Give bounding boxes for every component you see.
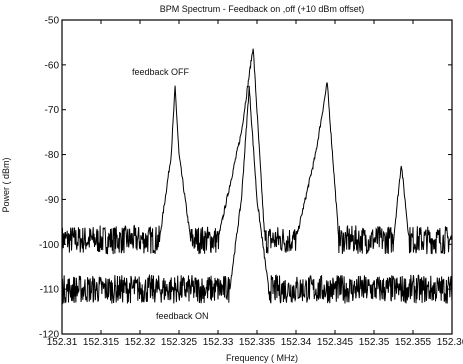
y-tick-label: -60 xyxy=(45,60,60,71)
x-tick-label: 152.32 xyxy=(125,337,156,348)
annotation-feedback-on: feedback ON xyxy=(156,311,209,321)
x-tick-label: 152.325 xyxy=(161,337,198,348)
y-tick-label: -50 xyxy=(45,16,60,27)
x-tick-label: 152.345 xyxy=(317,337,354,348)
x-tick-label: 152.355 xyxy=(395,337,432,348)
y-tick-label: -90 xyxy=(45,195,60,206)
chart-title: BPM Spectrum - Feedback on ,off (+10 dBm… xyxy=(160,4,365,14)
y-tick-label: -70 xyxy=(45,105,60,116)
y-axis-label: Power ( dBm) xyxy=(1,157,11,212)
annotation-feedback-off: feedback OFF xyxy=(132,67,190,77)
x-tick-label: 152.36 xyxy=(437,337,463,348)
x-tick-label: 152.31 xyxy=(47,337,78,348)
series-line-0 xyxy=(61,48,453,255)
x-tick-label: 152.315 xyxy=(83,337,120,348)
x-axis-label: Frequency ( MHz) xyxy=(226,353,298,363)
x-tick-label: 152.34 xyxy=(281,337,312,348)
y-tick-label: -110 xyxy=(40,285,60,296)
axes: 152.31 152.315 152.32 152.325 152.33 152.335 1… xyxy=(39,16,463,349)
x-tick-label: 152.335 xyxy=(239,337,276,348)
y-tick-label: -120 xyxy=(39,330,59,341)
traces xyxy=(61,48,453,305)
x-tick-label: 152.35 xyxy=(359,337,390,348)
y-tick-label: -80 xyxy=(45,150,60,161)
y-tick-label: -100 xyxy=(39,240,59,251)
x-tick-label: 152.33 xyxy=(203,337,234,348)
series-line-1 xyxy=(61,85,453,305)
